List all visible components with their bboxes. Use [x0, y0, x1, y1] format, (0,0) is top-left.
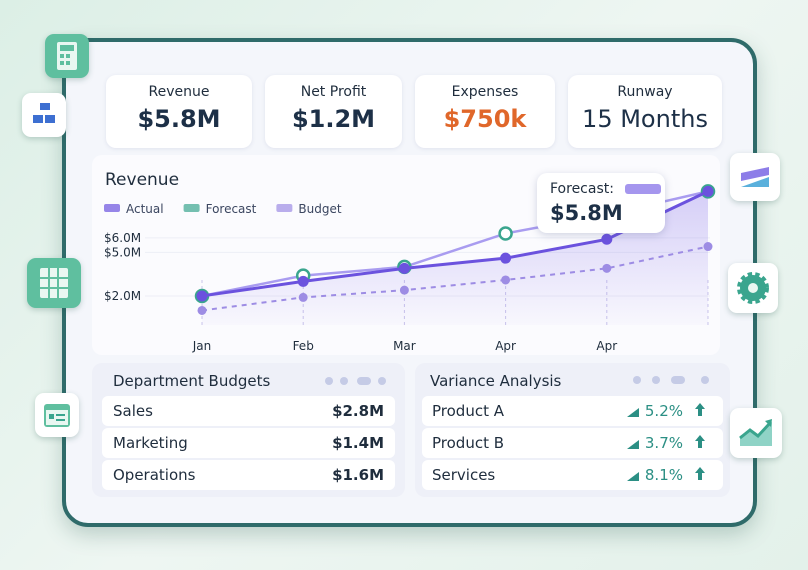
row-value: $2.8M	[332, 402, 384, 420]
x-tick-label: Apr	[495, 339, 516, 353]
data-point	[297, 275, 309, 287]
data-point	[298, 292, 308, 302]
panel-dots	[325, 377, 386, 385]
kpi-label: Expenses	[451, 84, 519, 100]
legend-label: Actual	[126, 202, 164, 216]
row-label: Services	[432, 466, 496, 484]
calendar-icon	[35, 393, 79, 437]
tooltip-label: Forecast:	[550, 181, 614, 197]
data-point	[196, 290, 208, 302]
table-row: Marketing $1.4M	[102, 428, 395, 458]
tooltip-badge	[625, 184, 661, 194]
y-tick-label: $2.0M	[104, 289, 141, 303]
row-label: Marketing	[113, 434, 188, 452]
table-row: Operations $1.6M	[102, 460, 395, 490]
row-value: 5.2%	[644, 402, 683, 420]
kpi-label: Net Profit	[300, 84, 367, 100]
growth-icon	[730, 408, 782, 458]
kpi-label: Revenue	[148, 84, 210, 100]
legend-swatch	[183, 204, 200, 212]
calculator-icon	[45, 34, 89, 78]
row-label: Product B	[432, 434, 505, 452]
series-line	[201, 245, 709, 312]
data-point	[197, 305, 207, 315]
table-row: Services 8.1%	[422, 460, 723, 490]
y-tick-label: $5.0M	[104, 245, 141, 259]
legend-label: Forecast	[206, 202, 257, 216]
row-value: 8.1%	[644, 466, 683, 484]
row-label: Operations	[113, 466, 196, 484]
panel-title: Department Budgets	[113, 372, 271, 390]
kpi-card: Expenses $750k	[415, 75, 555, 148]
row-value: $1.6M	[332, 466, 384, 484]
data-point	[702, 185, 714, 197]
kpi-value: $5.8M	[137, 105, 221, 133]
x-tick-label: Jan	[192, 339, 212, 353]
data-point	[498, 226, 513, 241]
kpi-label: Runway	[617, 84, 673, 100]
x-tick-label: Feb	[293, 339, 314, 353]
variance-analysis-panel: Variance Analysis Product A 5.2% Product …	[415, 363, 730, 497]
legend-swatch	[104, 204, 120, 212]
data-point	[703, 242, 713, 252]
kpi-card: Net Profit $1.2M	[265, 75, 402, 148]
row-value: $1.4M	[332, 434, 384, 452]
tooltip: Forecast: $5.8M	[537, 173, 665, 233]
kpi-value: $1.2M	[291, 105, 376, 133]
legend-label: Budget	[298, 202, 341, 216]
table-row: Product A 5.2%	[422, 396, 723, 426]
legend-swatch	[276, 204, 293, 212]
chart-title: Revenue	[105, 170, 179, 190]
table-row: Product B 3.7%	[422, 428, 723, 458]
row-label: Product A	[432, 402, 504, 420]
chart-icon	[730, 153, 780, 201]
org-icon	[22, 93, 66, 137]
panel-title: Variance Analysis	[430, 372, 562, 390]
department-budgets-panel: Department Budgets Sales $2.8M Marketing $…	[92, 363, 405, 497]
x-tick-label: Apr	[596, 339, 617, 353]
row-value: 3.7%	[644, 434, 683, 452]
kpi-value: 15 Months	[582, 105, 708, 133]
trend-icons	[627, 376, 709, 481]
data-point	[398, 262, 410, 274]
x-tick-label: Mar	[393, 339, 416, 353]
kpi-card: Revenue $5.8M	[106, 75, 252, 148]
sheet-icon	[27, 258, 81, 308]
settings-icon	[728, 263, 778, 313]
data-point	[501, 275, 511, 285]
data-point	[601, 233, 613, 245]
table-row: Sales $2.8M	[102, 396, 395, 426]
kpi-value: $750k	[443, 105, 527, 133]
y-tick-label: $6.0M	[104, 231, 141, 245]
row-label: Sales	[113, 402, 153, 420]
area	[202, 191, 708, 325]
data-point	[399, 285, 409, 295]
tooltip-value: $5.8M	[550, 201, 623, 225]
data-point	[602, 263, 612, 273]
kpi-card: Runway 15 Months	[568, 75, 722, 148]
data-point	[500, 252, 512, 264]
